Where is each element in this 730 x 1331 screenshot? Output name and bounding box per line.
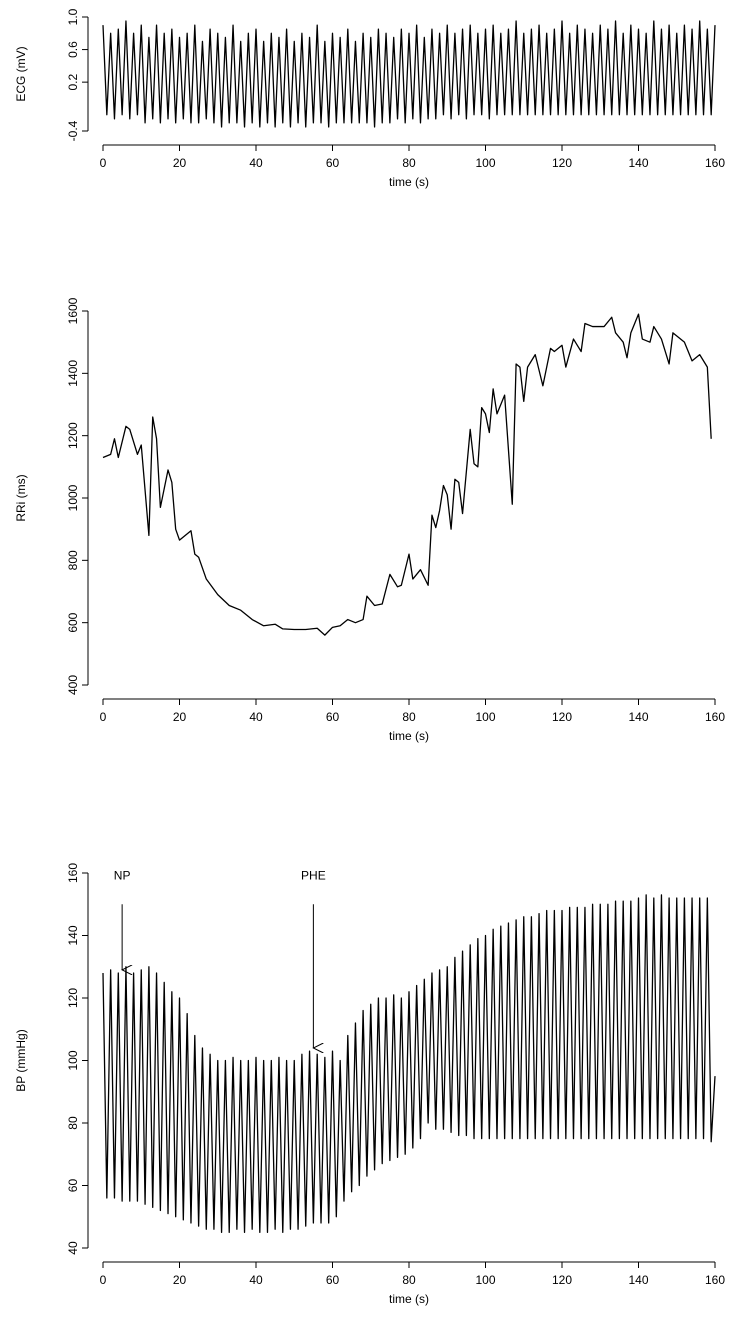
x-tick-label: 120	[552, 1273, 572, 1287]
x-tick-label: 160	[705, 1273, 725, 1287]
x-tick-label: 60	[326, 1273, 340, 1287]
y-tick-label: 800	[66, 550, 80, 570]
trace	[102, 894, 716, 1234]
trace	[102, 20, 716, 128]
x-tick-label: 80	[402, 710, 416, 724]
x-tick-label: 0	[100, 1273, 107, 1287]
y-tick-label: 140	[66, 925, 80, 945]
x-tick-label: 140	[628, 156, 648, 170]
x-tick-label: 0	[100, 156, 107, 170]
y-tick-label: 1200	[66, 422, 80, 449]
x-tick-label: 160	[705, 156, 725, 170]
y-tick-label: 120	[66, 988, 80, 1008]
x-tick-label: 40	[249, 156, 263, 170]
x-tick-label: 140	[628, 710, 648, 724]
x-tick-label: 20	[173, 710, 187, 724]
x-tick-label: 60	[326, 710, 340, 724]
x-tick-label: 100	[475, 710, 495, 724]
y-tick-label: 400	[66, 675, 80, 695]
y-tick-label: 0.2	[66, 73, 80, 90]
y-tick-label: 60	[66, 1179, 80, 1193]
y-tick-label: 40	[66, 1241, 80, 1255]
y-tick-label: 100	[66, 1050, 80, 1070]
x-axis-label: time (s)	[389, 175, 429, 189]
x-tick-label: 60	[326, 156, 340, 170]
x-tick-label: 100	[475, 156, 495, 170]
x-tick-label: 40	[249, 1273, 263, 1287]
y-axis-label: RRi (ms)	[14, 474, 28, 521]
x-tick-label: 20	[173, 156, 187, 170]
x-tick-label: 120	[552, 710, 572, 724]
x-axis-label: time (s)	[389, 1292, 429, 1306]
y-axis-label: BP (mmHg)	[14, 1029, 28, 1091]
x-tick-label: 140	[628, 1273, 648, 1287]
x-tick-label: 40	[249, 710, 263, 724]
x-tick-label: 120	[552, 156, 572, 170]
y-axis-label: ECG (mV)	[14, 46, 28, 101]
y-tick-label: 1000	[66, 484, 80, 511]
y-tick-label: 160	[66, 863, 80, 883]
y-tick-label: 1600	[66, 297, 80, 324]
y-tick-label: 1400	[66, 360, 80, 387]
y-tick-label: -0.4	[66, 120, 80, 141]
y-tick-label: 80	[66, 1116, 80, 1130]
annotation-label: PHE	[301, 868, 326, 882]
annotation-label: NP	[114, 868, 131, 882]
x-tick-label: 20	[173, 1273, 187, 1287]
x-tick-label: 80	[402, 156, 416, 170]
x-tick-label: 100	[475, 1273, 495, 1287]
x-tick-label: 80	[402, 1273, 416, 1287]
x-tick-label: 0	[100, 710, 107, 724]
x-tick-label: 160	[705, 710, 725, 724]
x-axis-label: time (s)	[389, 729, 429, 743]
y-tick-label: 0.6	[66, 41, 80, 58]
trace	[102, 313, 712, 636]
y-tick-label: 600	[66, 612, 80, 632]
y-tick-label: 1.0	[66, 8, 80, 25]
